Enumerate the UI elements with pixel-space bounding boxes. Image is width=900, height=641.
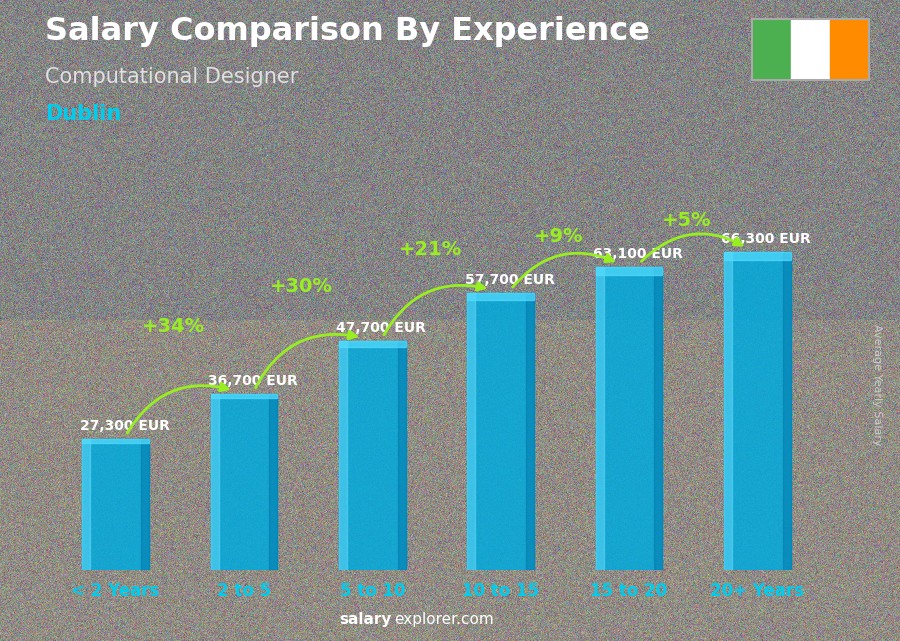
Text: Computational Designer: Computational Designer [45, 67, 299, 87]
Bar [467, 293, 534, 570]
Text: +34%: +34% [142, 317, 205, 337]
Text: 57,700 EUR: 57,700 EUR [464, 273, 554, 287]
Text: Average Yearly Salary: Average Yearly Salary [872, 324, 883, 445]
Bar [526, 293, 534, 570]
Bar [339, 341, 347, 570]
Text: +30%: +30% [270, 276, 333, 296]
Bar [339, 341, 406, 347]
Bar [82, 439, 90, 570]
Text: +5%: +5% [662, 211, 712, 230]
Text: 66,300 EUR: 66,300 EUR [722, 232, 811, 246]
Bar [752, 19, 790, 80]
Text: Salary Comparison By Experience: Salary Comparison By Experience [45, 16, 650, 47]
Bar [82, 439, 149, 442]
Bar [830, 19, 868, 80]
Bar [82, 439, 149, 570]
Bar [596, 267, 604, 570]
Text: 63,100 EUR: 63,100 EUR [593, 247, 683, 262]
Bar [339, 341, 406, 570]
Bar [211, 394, 277, 570]
Bar [596, 267, 662, 275]
Bar [790, 19, 830, 80]
Text: explorer.com: explorer.com [394, 612, 494, 627]
Bar [724, 252, 791, 260]
Bar [211, 394, 219, 570]
Text: 27,300 EUR: 27,300 EUR [80, 419, 169, 433]
Text: Dublin: Dublin [45, 104, 122, 124]
Bar [467, 293, 534, 300]
Bar [596, 267, 662, 570]
Text: +9%: +9% [534, 226, 583, 246]
Text: 47,700 EUR: 47,700 EUR [337, 321, 427, 335]
Text: 36,700 EUR: 36,700 EUR [208, 374, 298, 388]
Bar [467, 293, 475, 570]
Bar [211, 394, 277, 399]
Bar [398, 341, 406, 570]
Text: salary: salary [339, 612, 392, 627]
Bar [724, 252, 732, 570]
Bar [269, 394, 277, 570]
Bar [141, 439, 149, 570]
Bar [724, 252, 791, 570]
Bar [654, 267, 662, 570]
Text: +21%: +21% [399, 240, 462, 260]
Bar [783, 252, 791, 570]
